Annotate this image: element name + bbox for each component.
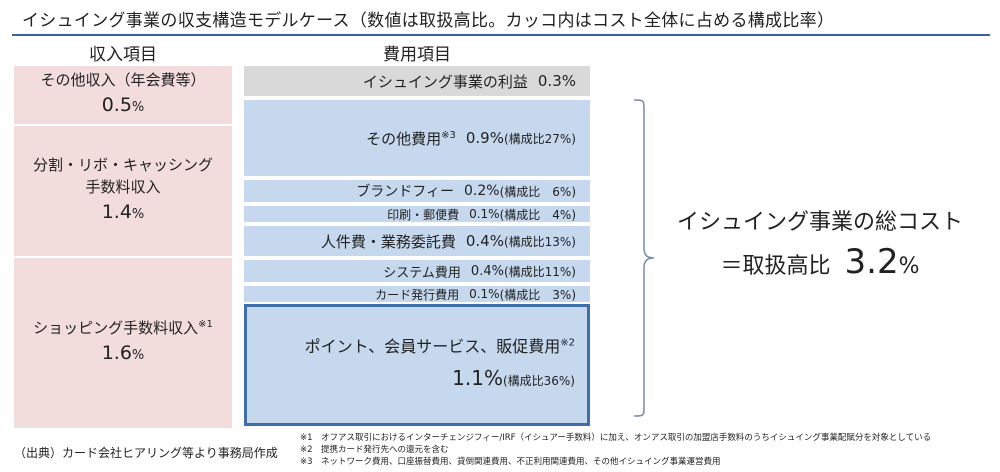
expense-item-other: その他費用※3 0.9% (構成比27%) bbox=[244, 100, 590, 178]
revenue-item-name: その他収入（年会費等） bbox=[40, 70, 206, 89]
page-title: イシュイング事業の収支構造モデルケース（数値は取扱高比。カッコ内はコスト全体に占… bbox=[22, 11, 835, 31]
expense-item-printing: 印刷・郵便費 0.1% (構成比 4%) bbox=[244, 206, 590, 224]
expense-item-points-promotion: ポイント、会員サービス、販促費用※2 1.1%(構成比36%) bbox=[244, 304, 590, 426]
revenue-item-other: その他収入（年会費等） 0.5% bbox=[14, 66, 232, 126]
total-cost-summary: イシュイング事業の総コスト ＝取扱高比 3.2% bbox=[660, 206, 980, 289]
total-cost-label: イシュイング事業の総コスト bbox=[676, 210, 963, 235]
expense-item-personnel: 人件費・業務委託費 0.4% (構成比13%) bbox=[244, 226, 590, 258]
expense-item-brand-fee: ブランドフィー 0.2% (構成比 6%) bbox=[244, 180, 590, 204]
revenue-item-installment: 分割・リボ・キャッシング 手数料収入 1.4% bbox=[14, 126, 232, 258]
expense-item-system: システム費用 0.4% (構成比11%) bbox=[244, 260, 590, 284]
revenue-item-value: 1.6% bbox=[101, 341, 145, 364]
source-note: （出典）カード会社ヒアリング等より事務局作成 bbox=[14, 446, 278, 460]
revenue-item-shopping: ショッピング手数料収入※1 1.6% bbox=[14, 258, 232, 430]
expense-item-card-issuance: カード発行費用 0.1% (構成比 3%) bbox=[244, 286, 590, 304]
right-brace-icon bbox=[633, 99, 655, 417]
revenue-item-name: ショッピング手数料収入※1 bbox=[33, 318, 213, 337]
expense-header: 費用項目 bbox=[383, 45, 451, 65]
revenue-item-value: 1.4% bbox=[101, 200, 145, 223]
revenue-item-name: 分割・リボ・キャッシング 手数料収入 bbox=[32, 155, 213, 196]
footnote-3: ※3 ネットワーク費用、口座振替費用、貸倒関連費用、不正利用関連費用、その他イシ… bbox=[300, 457, 721, 467]
expense-item-name: ポイント、会員サービス、販促費用※2 bbox=[304, 336, 575, 356]
total-cost-ratio: ＝取扱高比 3.2% bbox=[720, 242, 920, 282]
expense-item-value: 1.1%(構成比36%) bbox=[452, 365, 575, 390]
footnote-1: ※1 オフアス取引におけるインターチェンジフィー/IRF（イシュアー手数料）に加… bbox=[300, 433, 932, 443]
revenue-header: 収入項目 bbox=[89, 45, 157, 65]
footnote-2: ※2 提携カード発行先への還元を含む bbox=[300, 445, 449, 455]
footnotes: ※1 オフアス取引におけるインターチェンジフィー/IRF（イシュアー手数料）に加… bbox=[300, 432, 931, 468]
expense-item-profit: イシュイング事業の利益 0.3% bbox=[244, 66, 590, 98]
revenue-item-value: 0.5% bbox=[101, 93, 145, 116]
title-underline bbox=[12, 34, 990, 36]
